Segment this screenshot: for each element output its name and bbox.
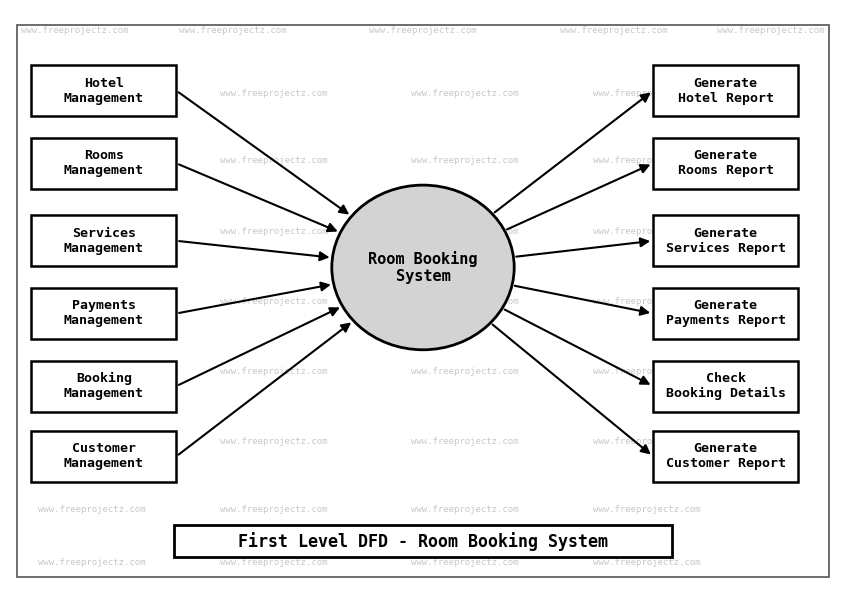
Text: Generate
Hotel Report: Generate Hotel Report [678,76,773,105]
Text: www.freeprojectz.com: www.freeprojectz.com [220,88,327,98]
Text: www.freeprojectz.com: www.freeprojectz.com [37,88,146,98]
Text: Room Booking
System: Room Booking System [368,251,478,284]
FancyBboxPatch shape [17,25,829,578]
Text: www.freeprojectz.com: www.freeprojectz.com [37,505,146,514]
Text: www.freeprojectz.com: www.freeprojectz.com [37,157,146,165]
Text: www.freeprojectz.com: www.freeprojectz.com [369,25,477,34]
Text: www.freeprojectz.com: www.freeprojectz.com [410,227,519,235]
Text: www.freeprojectz.com: www.freeprojectz.com [593,367,700,376]
Text: www.freeprojectz.com: www.freeprojectz.com [220,367,327,376]
Text: www.freeprojectz.com: www.freeprojectz.com [560,25,667,34]
Text: www.freeprojectz.com: www.freeprojectz.com [410,367,519,376]
Text: www.freeprojectz.com: www.freeprojectz.com [220,157,327,165]
Text: www.freeprojectz.com: www.freeprojectz.com [37,367,146,376]
FancyBboxPatch shape [31,431,176,482]
Text: www.freeprojectz.com: www.freeprojectz.com [593,227,700,235]
Text: Check
Booking Details: Check Booking Details [666,372,786,400]
Text: Hotel
Management: Hotel Management [63,76,144,105]
Text: www.freeprojectz.com: www.freeprojectz.com [37,559,146,568]
FancyBboxPatch shape [31,215,176,266]
Text: www.freeprojectz.com: www.freeprojectz.com [37,227,146,235]
Text: First Level DFD - Room Booking System: First Level DFD - Room Booking System [238,531,608,550]
Text: www.freeprojectz.com: www.freeprojectz.com [220,297,327,306]
Text: www.freeprojectz.com: www.freeprojectz.com [410,157,519,165]
Text: www.freeprojectz.com: www.freeprojectz.com [593,88,700,98]
Text: www.freeprojectz.com: www.freeprojectz.com [220,437,327,447]
FancyBboxPatch shape [31,138,176,189]
Text: www.freeprojectz.com: www.freeprojectz.com [593,157,700,165]
Text: Rooms
Management: Rooms Management [63,149,144,177]
Text: Generate
Services Report: Generate Services Report [666,227,786,255]
Text: www.freeprojectz.com: www.freeprojectz.com [593,505,700,514]
Text: Generate
Payments Report: Generate Payments Report [666,299,786,327]
FancyBboxPatch shape [31,288,176,339]
Text: www.freeprojectz.com: www.freeprojectz.com [410,505,519,514]
Text: www.freeprojectz.com: www.freeprojectz.com [410,437,519,447]
Text: www.freeprojectz.com: www.freeprojectz.com [220,559,327,568]
Text: www.freeprojectz.com: www.freeprojectz.com [593,559,700,568]
Text: www.freeprojectz.com: www.freeprojectz.com [593,297,700,306]
Text: www.freeprojectz.com: www.freeprojectz.com [410,559,519,568]
Text: Customer
Management: Customer Management [63,442,144,470]
Text: www.freeprojectz.com: www.freeprojectz.com [37,297,146,306]
FancyBboxPatch shape [653,215,798,266]
Text: Booking
Management: Booking Management [63,372,144,400]
Text: Payments
Management: Payments Management [63,299,144,327]
Text: www.freeprojectz.com: www.freeprojectz.com [593,437,700,447]
Text: Services
Management: Services Management [63,227,144,255]
FancyBboxPatch shape [174,525,672,557]
Text: www.freeprojectz.com: www.freeprojectz.com [220,505,327,514]
Text: www.freeprojectz.com: www.freeprojectz.com [410,297,519,306]
FancyBboxPatch shape [31,65,176,116]
Text: www.freeprojectz.com: www.freeprojectz.com [179,25,286,34]
FancyBboxPatch shape [653,288,798,339]
Text: www.freeprojectz.com: www.freeprojectz.com [410,88,519,98]
Text: www.freeprojectz.com: www.freeprojectz.com [220,227,327,235]
Text: www.freeprojectz.com: www.freeprojectz.com [717,25,825,34]
Ellipse shape [332,185,514,350]
Text: Generate
Customer Report: Generate Customer Report [666,442,786,470]
FancyBboxPatch shape [31,361,176,412]
FancyBboxPatch shape [653,138,798,189]
Text: www.freeprojectz.com: www.freeprojectz.com [37,437,146,447]
Text: Generate
Rooms Report: Generate Rooms Report [678,149,773,177]
Text: www.freeprojectz.com: www.freeprojectz.com [21,25,129,34]
FancyBboxPatch shape [653,361,798,412]
FancyBboxPatch shape [653,431,798,482]
FancyBboxPatch shape [653,65,798,116]
